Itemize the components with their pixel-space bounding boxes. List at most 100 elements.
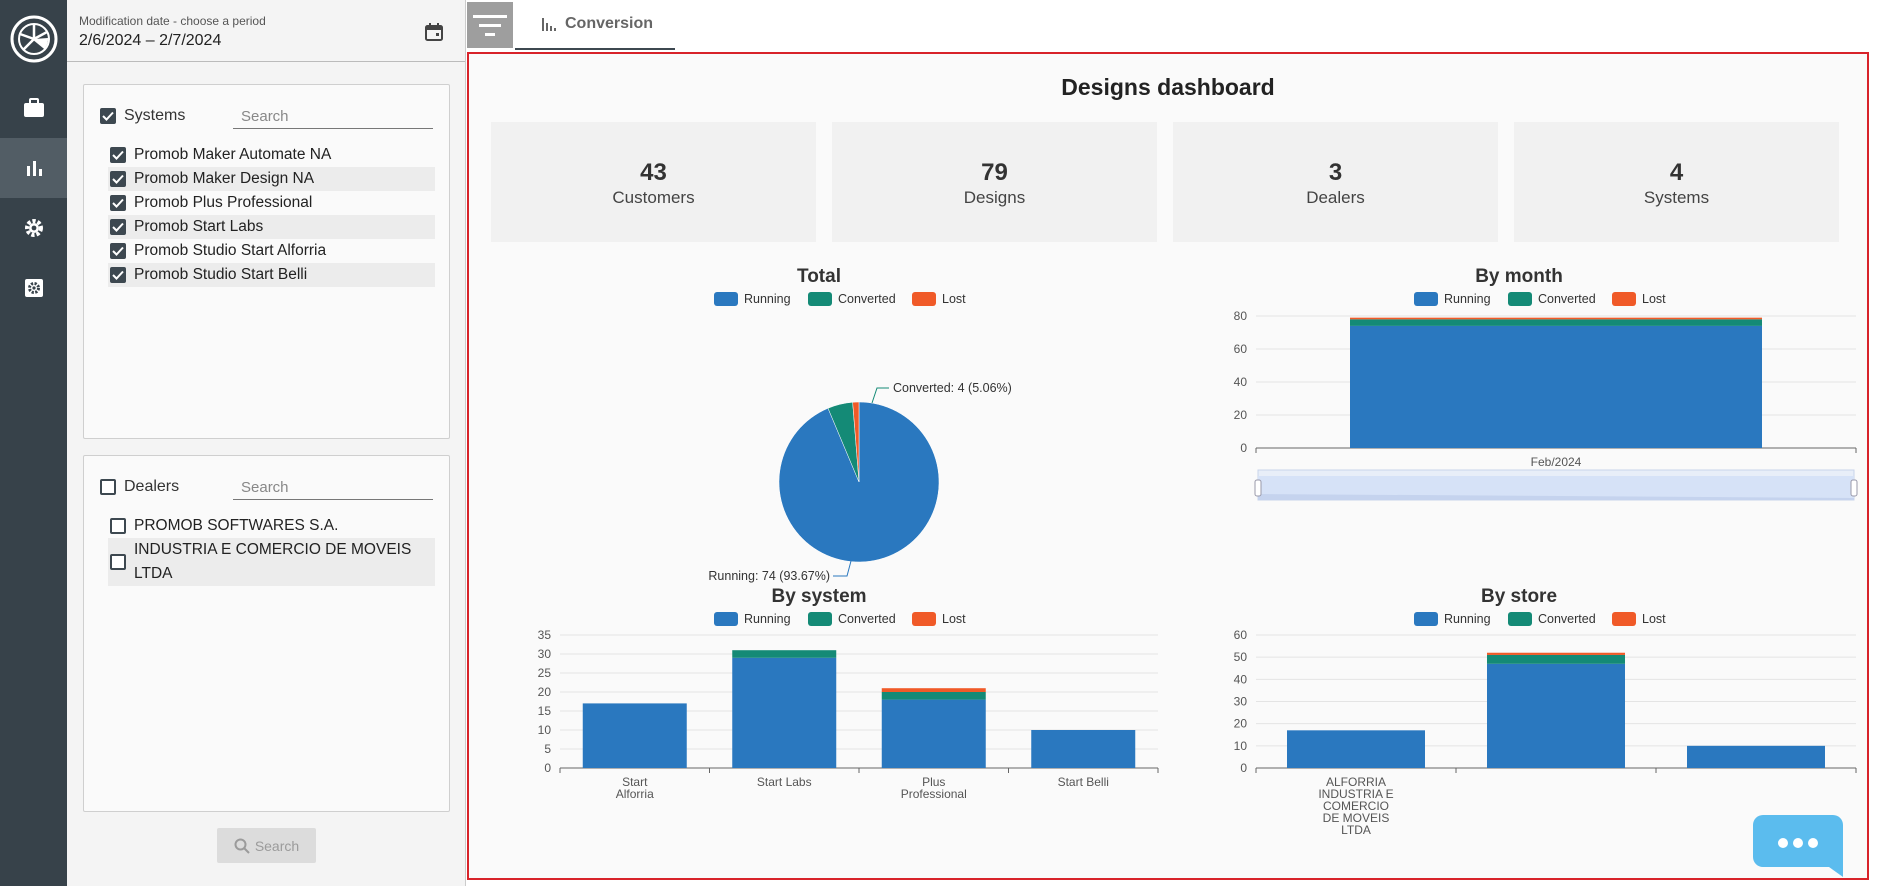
list-item-label: PROMOB SOFTWARES S.A. <box>134 517 339 534</box>
by-store-chart: By store Running Converted Lost 0 10 20 30 40 50 6… <box>1169 574 1869 879</box>
list-item[interactable]: Promob Maker Automate NA <box>108 143 435 167</box>
dealers-title: Dealers <box>124 478 180 495</box>
legend-swatch <box>1414 292 1438 306</box>
legend-label: Converted <box>838 292 896 306</box>
dealers-search-input[interactable]: Search <box>233 478 433 500</box>
y-tick-label: 80 <box>1234 309 1248 323</box>
chart-title: By system <box>771 586 866 607</box>
legend-swatch <box>808 292 832 306</box>
x-tick-label: Professional <box>901 787 967 801</box>
pie-label: Running: 74 (93.67%) <box>708 569 830 583</box>
list-item-checkbox[interactable] <box>110 518 126 534</box>
list-item[interactable]: INDUSTRIA E COMERCIO DE MOVEIS LTDA <box>108 538 435 586</box>
date-range-field[interactable]: Modification date - choose a period 2/6/… <box>67 0 465 62</box>
bar-lost <box>1487 652 1625 655</box>
x-tick-label: DE MOVEIS <box>1323 811 1390 825</box>
y-tick-label: 10 <box>1234 739 1248 753</box>
list-item-checkbox[interactable] <box>110 171 126 187</box>
list-item-checkbox[interactable] <box>110 554 126 570</box>
list-item-checkbox[interactable] <box>110 243 126 259</box>
list-item-checkbox[interactable] <box>110 219 126 235</box>
dealers-filter-card: Dealers Search PROMOB SOFTWARES S.A. INDU… <box>83 455 450 812</box>
dashboard-panel: Designs dashboard 43 Customers 79 Design… <box>467 52 1869 880</box>
y-tick-label: 20 <box>1234 408 1248 422</box>
y-tick-label: 5 <box>544 742 551 756</box>
admin-settings-nav-button[interactable] <box>0 258 67 318</box>
bar-lost <box>881 688 986 692</box>
bar-running <box>582 703 687 768</box>
list-item[interactable]: Promob Studio Start Belli <box>108 263 435 287</box>
legend-label: Running <box>744 612 791 626</box>
tab-conversion[interactable]: Conversion <box>515 0 675 50</box>
list-item-label: Promob Studio Start Alforria <box>134 242 327 259</box>
zoom-slider-preview <box>1258 494 1854 500</box>
y-tick-label: 40 <box>1234 375 1248 389</box>
bar-running <box>1287 730 1425 768</box>
app-logo-icon[interactable] <box>9 14 59 64</box>
list-item-checkbox[interactable] <box>110 267 126 283</box>
y-tick-label: 20 <box>1234 717 1248 731</box>
list-item-label: INDUSTRIA E COMERCIO DE MOVEIS LTDA <box>134 541 412 582</box>
legend-swatch <box>912 292 936 306</box>
bar-converted <box>1487 654 1625 664</box>
legend-swatch <box>1612 292 1636 306</box>
by-month-chart: By month Running Converted Lost 0 20 40 60 80 Feb… <box>1169 254 1869 559</box>
bar-running <box>1031 730 1136 768</box>
y-tick-label: 0 <box>544 761 551 775</box>
bar-converted <box>881 692 986 700</box>
kpi-value: 79 <box>981 159 1008 186</box>
chart-title: By store <box>1481 586 1557 607</box>
bar-running <box>881 699 986 768</box>
zoom-slider-left-handle[interactable] <box>1254 479 1262 497</box>
zoom-slider-right-handle[interactable] <box>1850 479 1858 497</box>
calendar-icon[interactable] <box>424 22 444 42</box>
y-tick-label: 15 <box>538 704 552 718</box>
list-item[interactable]: Promob Studio Start Alforria <box>108 239 435 263</box>
check-icon <box>102 111 114 121</box>
legend-swatch <box>1508 292 1532 306</box>
y-tick-label: 30 <box>538 647 552 661</box>
search-button[interactable]: Search <box>217 828 316 863</box>
list-item[interactable]: PROMOB SOFTWARES S.A. <box>108 514 435 538</box>
dashboard-title: Designs dashboard <box>1061 74 1275 100</box>
chart-title: By month <box>1475 266 1563 287</box>
dealers-select-all-checkbox[interactable] <box>100 479 116 495</box>
search-button-label: Search <box>254 837 300 854</box>
list-item[interactable]: Promob Maker Design NA <box>108 167 435 191</box>
filter-panel: Modification date - choose a period 2/6/… <box>67 0 466 886</box>
list-item[interactable]: Promob Start Labs <box>108 215 435 239</box>
legend-swatch <box>808 612 832 626</box>
check-icon <box>112 222 124 232</box>
legend-label: Converted <box>1538 292 1596 306</box>
pie-label-line <box>871 387 889 404</box>
kpi-systems: 4 Systems <box>1514 122 1839 242</box>
by-system-chart: By system Running Converted Lost 0 5 10 15 20 25 3… <box>469 574 1169 879</box>
systems-search-input[interactable]: Search <box>233 107 433 129</box>
list-item-label: Promob Maker Design NA <box>134 170 315 187</box>
date-range-value[interactable]: 2/6/2024 – 2/7/2024 <box>79 32 222 49</box>
chat-bubble-icon[interactable] <box>1753 815 1843 877</box>
bar-lost <box>1350 317 1762 320</box>
kpi-customers: 43 Customers <box>491 122 816 242</box>
legend-swatch <box>1508 612 1532 626</box>
y-tick-label: 0 <box>1240 441 1247 455</box>
settings-nav-button[interactable] <box>0 198 67 258</box>
total-pie-chart: Total Running Converted Lost Running: 74 (93… <box>469 254 1169 583</box>
check-icon <box>112 246 124 256</box>
briefcase-nav-button[interactable] <box>0 78 67 138</box>
list-item-checkbox[interactable] <box>110 147 126 163</box>
x-tick-label: Start Belli <box>1058 775 1109 789</box>
pie-label: Converted: 4 (5.06%) <box>893 381 1012 395</box>
legend-label: Running <box>1444 292 1491 306</box>
y-tick-label: 60 <box>1234 628 1248 642</box>
systems-select-all-checkbox[interactable] <box>100 108 116 124</box>
dashboard-nav-button[interactable] <box>0 138 67 198</box>
bar-running <box>1487 663 1625 768</box>
list-item[interactable]: Promob Plus Professional <box>108 191 435 215</box>
check-icon <box>112 150 124 160</box>
filter-toggle-button[interactable] <box>467 2 513 48</box>
y-tick-label: 35 <box>538 628 552 642</box>
list-item-checkbox[interactable] <box>110 195 126 211</box>
list-item-label: Promob Plus Professional <box>134 194 313 211</box>
